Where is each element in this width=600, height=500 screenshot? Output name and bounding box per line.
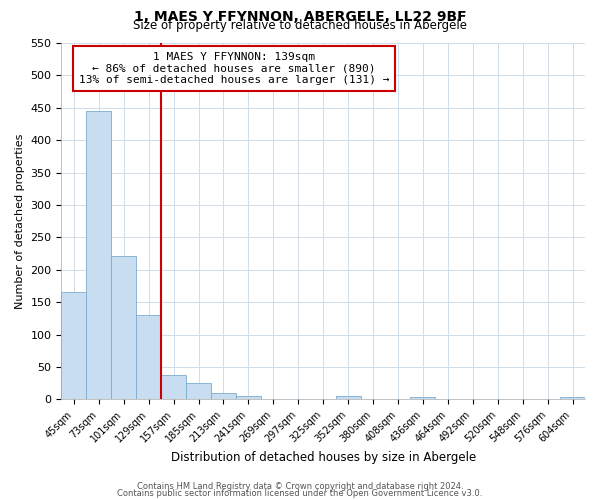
- Bar: [61, 292, 86, 400]
- Bar: [335, 396, 361, 400]
- Bar: [211, 393, 236, 400]
- Bar: [86, 111, 111, 400]
- Y-axis label: Number of detached properties: Number of detached properties: [15, 134, 25, 309]
- Bar: [136, 315, 161, 400]
- Text: Contains HM Land Registry data © Crown copyright and database right 2024.: Contains HM Land Registry data © Crown c…: [137, 482, 463, 491]
- Bar: [261, 399, 286, 400]
- Bar: [236, 396, 261, 400]
- Text: Contains public sector information licensed under the Open Government Licence v3: Contains public sector information licen…: [118, 488, 482, 498]
- Bar: [161, 376, 186, 400]
- Text: 1 MAES Y FFYNNON: 139sqm
← 86% of detached houses are smaller (890)
13% of semi-: 1 MAES Y FFYNNON: 139sqm ← 86% of detach…: [79, 52, 389, 85]
- Text: Size of property relative to detached houses in Abergele: Size of property relative to detached ho…: [133, 19, 467, 32]
- Bar: [410, 397, 436, 400]
- Bar: [560, 398, 585, 400]
- X-axis label: Distribution of detached houses by size in Abergele: Distribution of detached houses by size …: [170, 451, 476, 464]
- Bar: [186, 382, 211, 400]
- Text: 1, MAES Y FFYNNON, ABERGELE, LL22 9BF: 1, MAES Y FFYNNON, ABERGELE, LL22 9BF: [134, 10, 466, 24]
- Bar: [111, 256, 136, 400]
